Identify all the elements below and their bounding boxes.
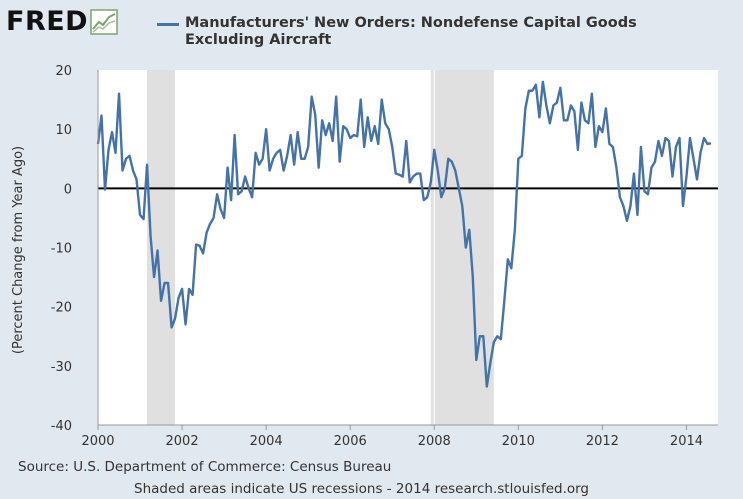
chart-title-text: Manufacturers' New Orders: Nondefense Ca… — [185, 15, 637, 48]
plot-area — [98, 70, 718, 425]
y-tick-label: -20 — [51, 301, 72, 316]
y-tick-label: 10 — [55, 123, 72, 138]
x-tick-label: 2008 — [418, 434, 451, 449]
source-note: Source: U.S. Department of Commerce: Cen… — [18, 459, 392, 475]
y-tick-label: -40 — [51, 419, 72, 434]
legend-swatch — [157, 23, 179, 26]
x-tick-label: 2002 — [166, 434, 199, 449]
x-tick-label: 2000 — [81, 434, 114, 449]
x-tick-label: 2010 — [502, 434, 535, 449]
x-tick-label: 2012 — [586, 434, 619, 449]
fred-logo[interactable]: FRED — [6, 6, 118, 37]
y-tick-label: -30 — [51, 360, 72, 375]
x-tick-label: 2004 — [250, 434, 283, 449]
chart-title: Manufacturers' New Orders: Nondefense Ca… — [157, 15, 705, 49]
fred-logo-text: FRED — [6, 6, 89, 37]
y-tick-label: -10 — [51, 242, 72, 257]
y-axis-ticks: 20 10 0 -10 -20 -30 -40 — [51, 64, 72, 434]
recession-band — [430, 70, 494, 425]
y-tick-label: 20 — [55, 64, 72, 79]
y-tick-label: 0 — [64, 182, 72, 197]
x-axis-ticks: 2000 2002 2004 2006 2008 2010 2012 2014 — [81, 425, 703, 449]
x-tick-label: 2014 — [670, 434, 703, 449]
x-tick-label: 2006 — [334, 434, 367, 449]
series-line — [96, 80, 712, 388]
y-axis-label: (Percent Change from Year Ago) — [11, 146, 26, 354]
recession-note: Shaded areas indicate US recessions - 20… — [134, 481, 590, 497]
chart-logo-icon — [90, 8, 118, 35]
gridlines — [97, 70, 687, 425]
recession-shading — [147, 70, 494, 425]
